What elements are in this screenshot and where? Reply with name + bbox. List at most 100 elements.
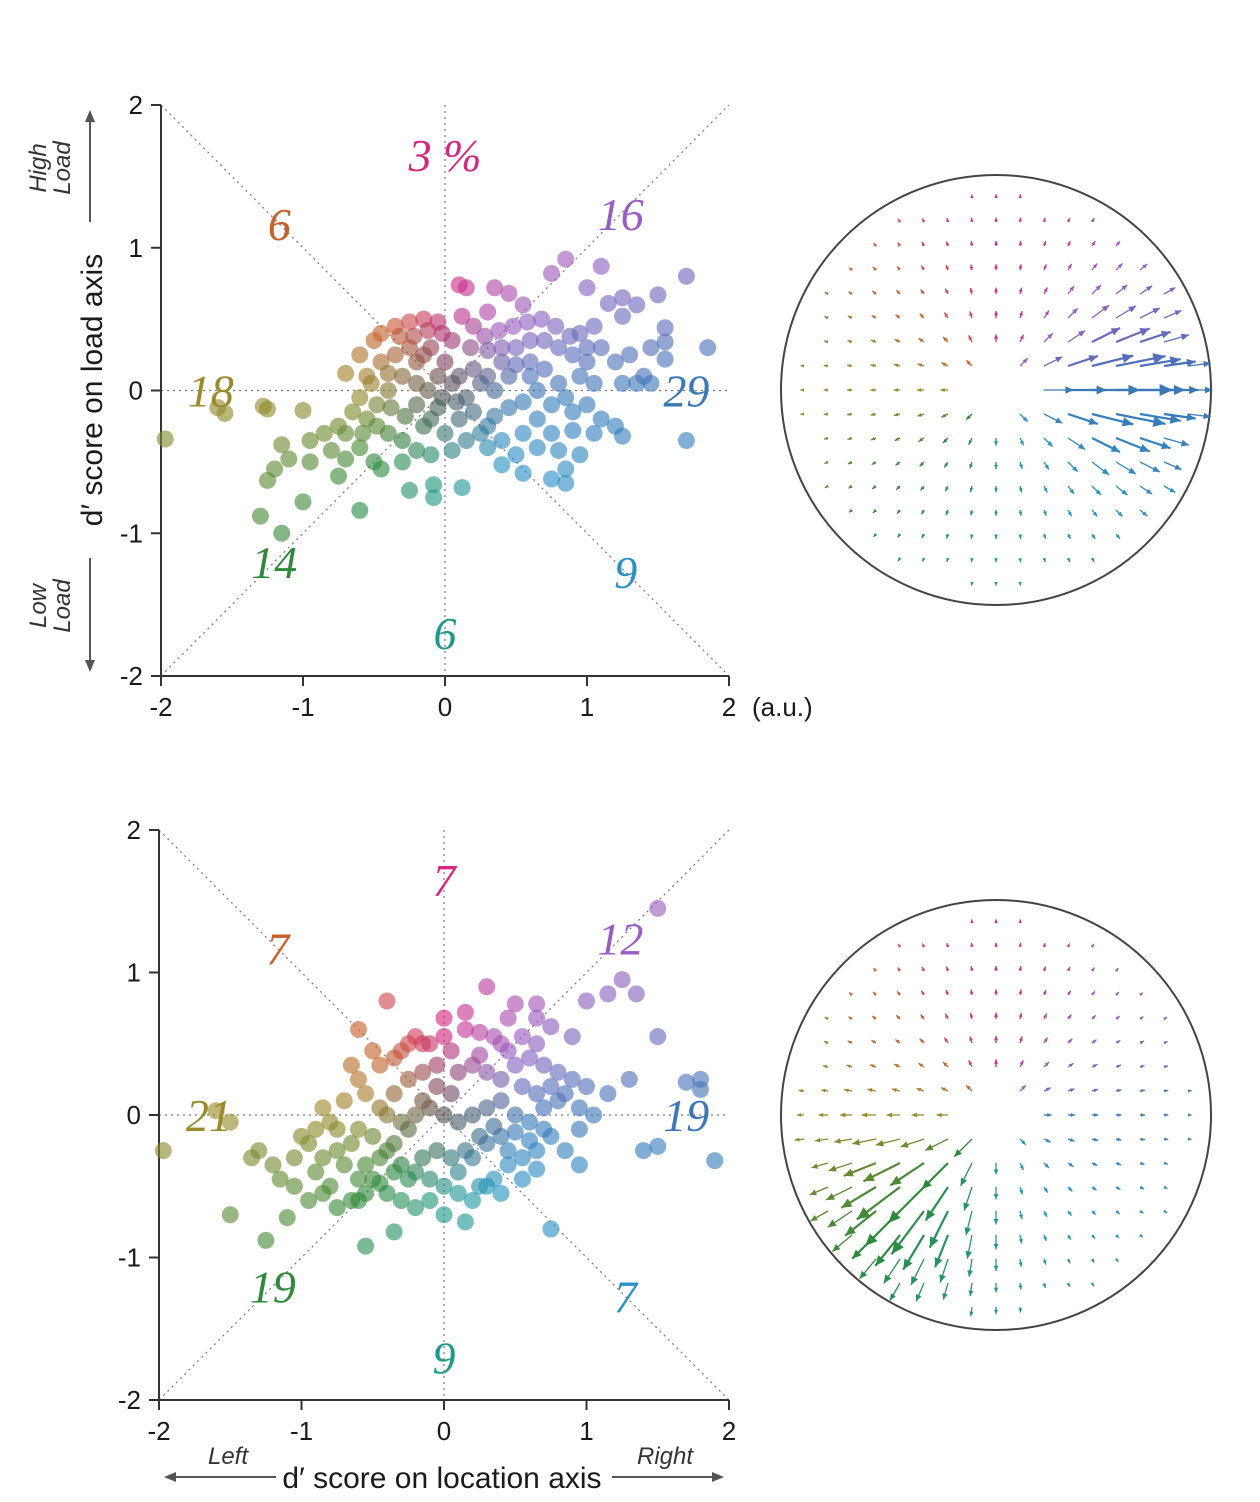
vector-arrow-head: [1066, 217, 1070, 223]
vector-arrow-head: [1139, 1040, 1145, 1045]
vector-arrow-head: [1139, 328, 1150, 337]
vector-arrow-head: [1139, 443, 1150, 452]
scatter-point: [478, 1063, 496, 1081]
scatter-point: [614, 307, 631, 325]
vector-arrow-head: [993, 1243, 999, 1250]
vector-arrow-head: [1091, 241, 1096, 246]
scatter-point: [368, 396, 386, 414]
vector-arrow-head: [944, 1037, 949, 1043]
vector-arrow-head: [1072, 308, 1078, 314]
left-label: Left: [208, 1443, 249, 1470]
vector-arrow-head: [1163, 1065, 1168, 1069]
vector-arrow-head: [800, 412, 805, 416]
vector-arrow-head: [845, 1225, 856, 1236]
vector-arrow-head: [1019, 1036, 1023, 1042]
vector-arrow-head: [798, 1089, 803, 1093]
scatter-point: [442, 1085, 460, 1103]
scatter-point: [399, 1070, 417, 1088]
vector-arrow-head: [1022, 358, 1028, 364]
scatter-point: [549, 1063, 567, 1081]
scatter-point: [443, 441, 461, 459]
vector-arrow-head: [970, 581, 974, 586]
scatter-point: [421, 1170, 439, 1188]
vector-arrow-head: [1069, 488, 1075, 495]
vector-arrow-head: [796, 1113, 802, 1117]
scatter-point: [351, 439, 369, 457]
vector-arrow-head: [1044, 1163, 1050, 1169]
vector-arrow-head: [1043, 264, 1047, 269]
scatter-point: [314, 1184, 332, 1202]
vector-arrow-head: [870, 412, 875, 417]
vector-arrow-head: [870, 339, 876, 344]
scatter-point: [699, 339, 717, 357]
vector-arrow-head: [968, 439, 973, 445]
scatter-point: [514, 296, 532, 314]
scatter-point: [449, 1163, 467, 1181]
vector-arrow-head: [896, 485, 901, 490]
vector-arrow-head: [916, 1088, 922, 1092]
scatter-point: [335, 1092, 353, 1110]
vector-arrow-head: [918, 437, 924, 442]
vector-arrow-head: [1018, 1238, 1023, 1244]
scatter-point: [330, 467, 347, 485]
vector-arrow-head: [1043, 1037, 1048, 1043]
scatter-point: [371, 1099, 389, 1117]
scatter-point: [578, 339, 596, 357]
scatter-point: [364, 1127, 382, 1145]
scatter-point: [642, 339, 660, 357]
vector-arrow-head: [921, 241, 926, 247]
vector-arrow-head: [867, 1088, 873, 1093]
sector-percent-right: 19: [663, 1090, 709, 1141]
scatter-point: [547, 317, 565, 335]
scatter-point: [635, 367, 653, 385]
sector-percent-up-left: 7: [266, 924, 291, 975]
scatter-point: [443, 374, 461, 392]
scatter-point: [557, 389, 575, 407]
vector-arrow-head: [895, 461, 900, 466]
vector-arrow-head: [919, 1038, 924, 1043]
y-tick-label: 2: [129, 90, 143, 120]
scatter-point: [506, 1056, 524, 1074]
scatter-point: [656, 350, 674, 368]
vector-field-boundary: [780, 899, 1212, 1331]
y-tick-label: 0: [127, 1100, 141, 1130]
vector-arrow-head: [890, 1293, 896, 1301]
vector-arrow-head: [1044, 464, 1049, 470]
scatter-point: [478, 1099, 496, 1117]
vector-arrow-head: [1018, 942, 1022, 947]
scatter-point: [449, 1063, 467, 1081]
scatter-point: [393, 367, 411, 385]
vector-arrow-head: [946, 241, 950, 246]
vector-arrow-head: [903, 1258, 913, 1270]
scatter-point: [514, 464, 532, 482]
vector-arrow-head: [1067, 511, 1072, 517]
vector-arrow-head: [1022, 416, 1028, 422]
vector-arrow-head: [1018, 1214, 1023, 1220]
scatter-point: [456, 1003, 474, 1021]
vector-arrow-head: [1115, 1016, 1120, 1020]
vector-arrow-head: [1093, 1137, 1099, 1142]
scatter-point: [649, 1137, 667, 1155]
vector-arrow-head: [1068, 1187, 1073, 1192]
vector-arrow-head: [1205, 386, 1213, 394]
scatter-point: [535, 1120, 553, 1138]
scatter-point: [391, 327, 409, 345]
vector-arrow-head: [940, 388, 945, 392]
scatter-point: [542, 1078, 560, 1095]
scatter-point: [486, 279, 504, 297]
scatter-point: [557, 474, 575, 492]
vector-arrow-head: [967, 1270, 973, 1277]
scatter-point: [561, 327, 579, 345]
scatter-point: [542, 1018, 560, 1036]
vector-arrow-head: [1152, 308, 1160, 314]
vector-arrow-head: [891, 1240, 904, 1255]
vector-arrow-head: [1018, 287, 1023, 293]
vector-arrow-head: [1146, 285, 1153, 292]
vector-arrow-head: [929, 1236, 939, 1248]
vector-arrow-head: [945, 264, 950, 270]
vector-arrow-head: [1164, 1089, 1169, 1093]
vector-arrow-head: [824, 292, 829, 296]
scatter-point: [542, 1220, 560, 1238]
scatter-point: [435, 1009, 453, 1027]
scatter-point: [342, 1192, 360, 1209]
